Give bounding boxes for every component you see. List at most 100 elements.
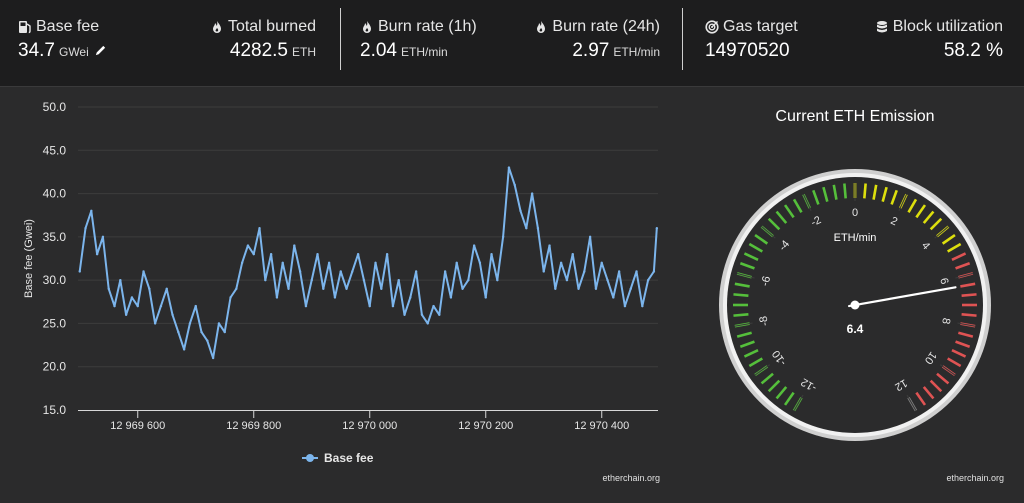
- base-fee-point[interactable]: [484, 296, 487, 299]
- base-fee-point[interactable]: [548, 244, 551, 247]
- base-fee-point[interactable]: [513, 183, 516, 187]
- base-fee-point[interactable]: [188, 322, 192, 325]
- base-fee-point[interactable]: [246, 244, 250, 247]
- edit-icon[interactable]: [94, 44, 107, 57]
- legend-item-base-fee[interactable]: Base fee: [302, 451, 374, 465]
- base-fee-point[interactable]: [322, 287, 325, 290]
- base-fee-point[interactable]: [275, 296, 279, 299]
- base-fee-point[interactable]: [159, 304, 163, 308]
- base-fee-point[interactable]: [571, 252, 574, 256]
- base-fee-point[interactable]: [623, 304, 627, 308]
- base-fee-point[interactable]: [380, 287, 383, 290]
- base-fee-point[interactable]: [258, 227, 261, 230]
- base-fee-point[interactable]: [177, 330, 180, 334]
- base-fee-point[interactable]: [606, 278, 609, 282]
- base-fee-point[interactable]: [84, 227, 87, 230]
- base-fee-point[interactable]: [95, 252, 99, 256]
- base-fee-point[interactable]: [554, 287, 557, 290]
- base-fee-point[interactable]: [327, 261, 331, 265]
- base-fee-point[interactable]: [501, 235, 505, 239]
- base-fee-point[interactable]: [119, 278, 122, 282]
- base-fee-point[interactable]: [235, 287, 238, 290]
- base-fee-point[interactable]: [472, 244, 476, 247]
- base-fee-point[interactable]: [362, 278, 366, 282]
- base-fee-point[interactable]: [594, 287, 598, 290]
- base-fee-point[interactable]: [333, 296, 337, 299]
- base-fee-point[interactable]: [281, 261, 284, 265]
- base-fee-point[interactable]: [107, 287, 110, 290]
- base-fee-point[interactable]: [374, 261, 377, 265]
- base-fee-point[interactable]: [240, 261, 244, 265]
- chart-credit[interactable]: etherchain.org: [602, 473, 660, 483]
- base-fee-point[interactable]: [397, 278, 400, 282]
- base-fee-point[interactable]: [652, 270, 656, 273]
- base-fee-point[interactable]: [530, 192, 534, 195]
- base-fee-point[interactable]: [559, 261, 563, 265]
- base-fee-point[interactable]: [298, 270, 302, 273]
- base-fee-point[interactable]: [577, 287, 580, 290]
- base-fee-point[interactable]: [269, 252, 273, 256]
- base-fee-point[interactable]: [635, 270, 638, 273]
- base-fee-point[interactable]: [316, 252, 319, 256]
- base-fee-point[interactable]: [655, 227, 659, 230]
- base-fee-point[interactable]: [629, 287, 632, 290]
- base-fee-point[interactable]: [217, 322, 221, 325]
- base-fee-point[interactable]: [113, 304, 116, 308]
- base-fee-point[interactable]: [467, 278, 470, 282]
- base-fee-point[interactable]: [583, 270, 586, 273]
- base-fee-series-line[interactable]: [78, 166, 658, 360]
- base-fee-point[interactable]: [536, 227, 540, 230]
- gauge-credit[interactable]: etherchain.org: [946, 473, 1004, 483]
- base-fee-point[interactable]: [612, 296, 615, 299]
- base-fee-point[interactable]: [525, 227, 528, 230]
- base-fee-point[interactable]: [124, 313, 128, 316]
- base-fee-point[interactable]: [420, 313, 424, 316]
- base-fee-point[interactable]: [293, 244, 296, 247]
- base-fee-point[interactable]: [229, 296, 232, 299]
- base-fee-point[interactable]: [565, 278, 569, 282]
- base-fee-point[interactable]: [142, 270, 145, 273]
- base-fee-point[interactable]: [443, 270, 447, 273]
- base-fee-point[interactable]: [449, 296, 453, 299]
- base-fee-point[interactable]: [617, 270, 621, 273]
- base-fee-point[interactable]: [264, 278, 267, 282]
- base-fee-point[interactable]: [646, 278, 650, 282]
- base-fee-point[interactable]: [223, 330, 226, 334]
- base-fee-point[interactable]: [345, 287, 348, 290]
- base-fee-point[interactable]: [426, 322, 429, 325]
- base-fee-point[interactable]: [356, 252, 360, 256]
- base-fee-point[interactable]: [403, 313, 406, 316]
- base-fee-point[interactable]: [206, 339, 209, 342]
- base-fee-point[interactable]: [414, 270, 418, 273]
- base-fee-point[interactable]: [588, 235, 592, 239]
- base-fee-point[interactable]: [519, 209, 522, 213]
- base-fee-point[interactable]: [339, 270, 342, 273]
- base-fee-point[interactable]: [542, 270, 545, 273]
- base-fee-point[interactable]: [351, 270, 354, 273]
- base-fee-chart[interactable]: 15.0 20.0 25.0 30.0 35.0 40.0 45.0 50.0 12 969 6…: [0, 87, 676, 498]
- base-fee-point[interactable]: [600, 261, 603, 265]
- base-fee-point[interactable]: [490, 252, 493, 256]
- base-fee-point[interactable]: [368, 304, 371, 308]
- base-fee-point[interactable]: [310, 278, 313, 282]
- base-fee-point[interactable]: [101, 235, 105, 239]
- base-fee-point[interactable]: [304, 304, 308, 308]
- base-fee-point[interactable]: [130, 296, 134, 299]
- base-fee-point[interactable]: [78, 270, 81, 273]
- base-fee-point[interactable]: [148, 287, 151, 290]
- base-fee-point[interactable]: [641, 304, 644, 308]
- base-fee-point[interactable]: [507, 166, 511, 169]
- base-fee-point[interactable]: [200, 330, 203, 334]
- base-fee-point[interactable]: [153, 322, 157, 325]
- base-fee-point[interactable]: [461, 287, 464, 290]
- base-fee-point[interactable]: [478, 261, 482, 265]
- base-fee-point[interactable]: [211, 356, 215, 360]
- base-fee-point[interactable]: [455, 261, 458, 265]
- base-fee-point[interactable]: [194, 304, 197, 308]
- base-fee-point[interactable]: [438, 313, 441, 316]
- base-fee-point[interactable]: [391, 304, 395, 308]
- base-fee-point[interactable]: [252, 252, 255, 256]
- base-fee-point[interactable]: [409, 296, 412, 299]
- base-fee-point[interactable]: [90, 209, 93, 213]
- base-fee-point[interactable]: [165, 287, 168, 290]
